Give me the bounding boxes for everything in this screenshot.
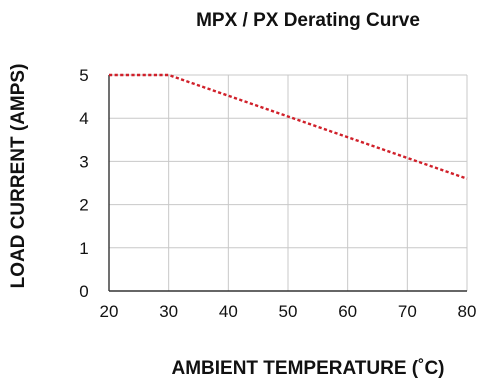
x-tick-label: 40 — [219, 302, 238, 321]
y-tick-label: 2 — [79, 196, 88, 215]
y-tick-label: 1 — [79, 239, 88, 258]
y-tick-label: 5 — [79, 66, 88, 85]
x-axis-title: AMBIENT TEMPERATURE (˚C) — [171, 358, 444, 379]
axes-layer — [108, 75, 467, 292]
series-line — [109, 73, 468, 180]
y-tick-label: 4 — [79, 109, 88, 128]
x-tick-label: 50 — [279, 302, 298, 321]
x-tick-label: 20 — [100, 302, 119, 321]
y-axis-title: LOAD CURRENT (AMPS) — [8, 64, 29, 289]
x-tick-label: 80 — [458, 302, 477, 321]
y-tick-label: 0 — [79, 282, 88, 301]
ticks-layer: 20 30 40 50 60 70 80 0 1 2 3 4 5 — [79, 66, 476, 321]
x-tick-label: 70 — [398, 302, 417, 321]
y-tick-label: 3 — [79, 152, 88, 171]
x-tick-label: 60 — [338, 302, 357, 321]
grid-layer — [108, 74, 468, 292]
series-layer — [109, 73, 468, 180]
chart-title: MPX / PX Derating Curve — [196, 10, 420, 31]
x-tick-label: 30 — [159, 302, 178, 321]
